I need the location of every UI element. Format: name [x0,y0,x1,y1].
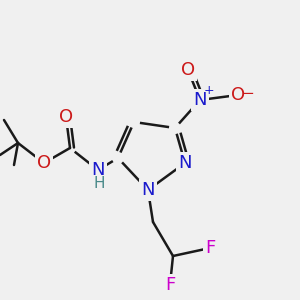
Text: O: O [59,108,73,126]
Text: N: N [91,161,105,179]
Text: O: O [37,154,51,172]
Text: N: N [193,91,207,109]
Text: +: + [204,85,214,98]
Text: H: H [93,176,105,191]
Text: F: F [165,276,175,294]
Text: O: O [181,61,195,79]
Text: O: O [231,86,245,104]
Text: −: − [242,85,254,100]
Text: N: N [178,154,192,172]
Text: F: F [205,239,215,257]
Text: N: N [141,181,155,199]
